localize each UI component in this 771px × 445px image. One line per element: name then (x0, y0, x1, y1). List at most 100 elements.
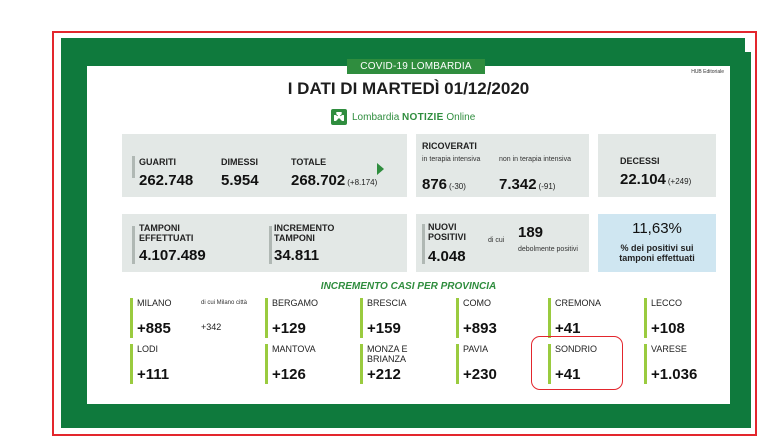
brand-suffix: Online (443, 111, 476, 123)
province-value: +893 (463, 320, 497, 337)
decessi-label: DECESSI (620, 156, 660, 166)
province-name: COMO (463, 298, 491, 308)
province-brescia: BRESCIA +159 (360, 298, 440, 338)
totale-delta: (+8.174) (347, 178, 378, 187)
province-bar (360, 298, 363, 338)
outer-red-frame (52, 31, 757, 436)
province-value: +126 (272, 366, 306, 383)
non-ti-value: 7.342 (-91) (499, 176, 555, 193)
province-bar (360, 344, 363, 384)
province-name: MANTOVA (272, 344, 316, 354)
province-lodi: LODI +111 (130, 344, 210, 384)
hub-editoriale-label: HUB Editoriale (691, 69, 724, 75)
sondrio-highlight-circle (531, 336, 623, 390)
province-value: +41 (555, 366, 581, 383)
province-name: VARESE (651, 344, 687, 354)
decessi-delta: (+249) (667, 177, 692, 186)
province-bar (644, 298, 647, 338)
brand-bold: NOTIZIE (402, 111, 444, 123)
dimessi-label: DIMESSI (221, 157, 259, 167)
province-name: BERGAMO (272, 298, 319, 308)
ti-delta: (-30) (449, 182, 466, 191)
ricoverati-label: RICOVERATI (422, 141, 477, 151)
totale-label: TOTALE (291, 157, 327, 167)
guariti-label: GUARITI (139, 157, 176, 167)
province-bar (644, 344, 647, 384)
province-name: MILANO (137, 298, 172, 308)
decessi-number: 22.104 (620, 171, 666, 188)
incremento-tamponi-value: 34.811 (274, 247, 320, 264)
arrow-icon (377, 163, 384, 175)
province-lecco: LECCO +108 (644, 298, 724, 338)
nuovi-positivi-value: 4.048 (428, 248, 466, 265)
debolmente-value: 189 (518, 224, 544, 241)
di-cui-label: di cui (488, 237, 505, 244)
nuovi-positivi-label: NUOVI POSITIVI (428, 222, 467, 242)
decessi-value: 22.104 (+249) (620, 171, 691, 188)
province-bergamo: BERGAMO +129 (265, 298, 345, 338)
flower-logo-icon (331, 109, 347, 125)
totale-value: 268.702 (+8.174) (291, 172, 377, 189)
province-value: +129 (272, 320, 306, 337)
non-ti-delta: (-91) (538, 182, 556, 191)
box-bar (132, 156, 135, 178)
province-value: +885 (137, 320, 171, 337)
province-pavia: PAVIA +230 (456, 344, 536, 384)
provinces-section-title: INCREMENTO CASI PER PROVINCIA (320, 281, 497, 292)
province-bar (265, 298, 268, 338)
province-value: +111 (137, 366, 170, 383)
covid-badge: COVID-19 LOMBARDIA (347, 59, 485, 74)
brand-main: Lombardia (352, 111, 403, 123)
province-value: +41 (555, 320, 581, 337)
frame-notch (745, 38, 751, 52)
province-bar (456, 298, 459, 338)
box-bar (269, 226, 272, 264)
province-bar (130, 344, 133, 384)
province-bar (548, 344, 551, 384)
totale-number: 268.702 (291, 172, 346, 189)
tamponi-value: 4.107.489 (139, 247, 206, 264)
ti-value: 876 (-30) (422, 176, 466, 193)
province-value: +230 (463, 366, 497, 383)
page-title: I DATI DI MARTEDÌ 01/12/2020 (287, 79, 530, 98)
province-cremona: CREMONA +41 (548, 298, 628, 338)
province-name: SONDRIO (555, 344, 598, 354)
non-ti-number: 7.342 (499, 176, 537, 193)
new-positives-box: NUOVI POSITIVI di cui 4.048 189 debolmen… (416, 214, 589, 272)
non-ti-label: non in terapia intensiva (499, 156, 571, 163)
tamponi-label: TAMPONI EFFETTUATI (139, 223, 194, 243)
province-value: +108 (651, 320, 685, 337)
brand-text: Lombardia NOTIZIE Online (352, 112, 475, 123)
province-note: di cui Milano città (201, 300, 248, 306)
ti-label: in terapia intensiva (422, 156, 481, 163)
box-bar (422, 224, 425, 264)
province-name: LODI (137, 344, 159, 354)
infographic-card: COVID-19 LOMBARDIA HUB Editoriale I DATI… (87, 59, 730, 404)
province-note-value: +342 (201, 322, 222, 332)
province-bar (548, 298, 551, 338)
dimessi-value: 5.954 (221, 172, 259, 189)
province-bar (130, 298, 133, 338)
brand-logo-row: Lombardia NOTIZIE Online (331, 109, 475, 125)
province-como: COMO +893 (456, 298, 536, 338)
province-bar (265, 344, 268, 384)
province-value: +1.036 (651, 366, 698, 383)
province-name: CREMONA (555, 298, 602, 308)
province-mantova: MANTOVA +126 (265, 344, 345, 384)
province-name: PAVIA (463, 344, 489, 354)
incremento-tamponi-label: INCREMENTO TAMPONI (274, 223, 335, 243)
percentuale-label: % dei positivi sui tamponi effettuati (619, 243, 695, 263)
percentuale-value: 11,63% (632, 220, 682, 237)
province-sondrio: SONDRIO +41 (548, 344, 628, 384)
guariti-value: 262.748 (139, 172, 194, 189)
province-milano: MILANO +885 di cui Milano città +342 (130, 298, 250, 338)
province-monza-brianza: MONZA E BRIANZA +212 (360, 344, 440, 384)
tests-box: TAMPONI EFFETTUATI 4.107.489 INCREMENTO … (122, 214, 407, 272)
ti-number: 876 (422, 176, 448, 193)
box-bar (132, 226, 135, 264)
province-varese: VARESE +1.036 (644, 344, 724, 384)
province-value: +159 (367, 320, 401, 337)
deaths-box: DECESSI 22.104 (+249) (598, 134, 716, 197)
province-name: LECCO (651, 298, 683, 308)
debolmente-label: debolmente positivi (518, 246, 578, 253)
